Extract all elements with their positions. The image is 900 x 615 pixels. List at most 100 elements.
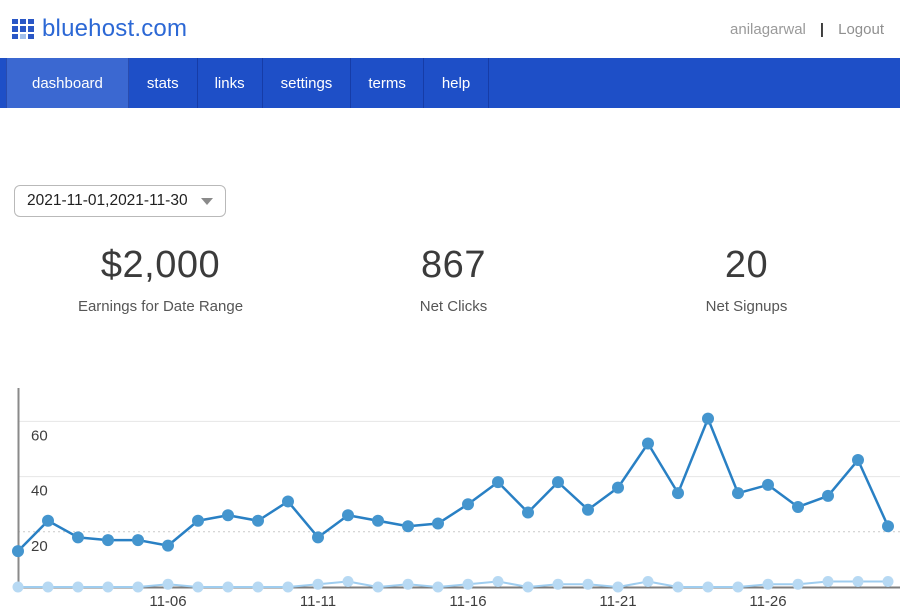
clicks-point[interactable]	[432, 517, 444, 530]
clicks-point[interactable]	[612, 481, 624, 494]
signups-point[interactable]	[162, 578, 174, 590]
clicks-point[interactable]	[882, 520, 894, 533]
signups-point[interactable]	[342, 575, 354, 587]
tab-links[interactable]: links	[198, 58, 263, 108]
signups-point[interactable]	[432, 581, 444, 593]
net-signups-label: Net Signups	[705, 298, 788, 315]
tab-help[interactable]: help	[424, 58, 490, 108]
dashboard-content: 2021-11-01,2021-11-30 $2,000 Earnings fo…	[0, 108, 900, 315]
clicks-point[interactable]	[342, 509, 354, 522]
signups-point[interactable]	[222, 581, 234, 593]
username-label: anilagarwal	[730, 20, 806, 38]
net-clicks-value: 867	[421, 244, 486, 286]
stat-net-signups: 20 Net Signups	[600, 244, 893, 315]
signups-point[interactable]	[72, 581, 84, 593]
signups-point[interactable]	[462, 578, 474, 590]
clicks-point[interactable]	[762, 478, 774, 491]
header-divider: |	[819, 20, 825, 38]
signups-point[interactable]	[852, 575, 864, 587]
signups-point[interactable]	[492, 575, 504, 587]
signups-point[interactable]	[522, 581, 534, 593]
signups-point[interactable]	[282, 581, 294, 593]
tab-terms[interactable]: terms	[351, 58, 424, 108]
signups-point[interactable]	[372, 581, 384, 593]
signups-point[interactable]	[612, 581, 624, 593]
signups-point[interactable]	[552, 578, 564, 590]
main-nav: dashboard stats links settings terms hel…	[0, 58, 900, 108]
y-axis-label: 40	[31, 483, 48, 500]
signups-point[interactable]	[882, 575, 894, 587]
clicks-point[interactable]	[72, 531, 84, 544]
clicks-point[interactable]	[462, 498, 474, 511]
clicks-point[interactable]	[192, 514, 204, 527]
signups-point[interactable]	[822, 575, 834, 587]
signups-point[interactable]	[252, 581, 264, 593]
y-axis-label: 20	[31, 538, 48, 555]
signups-point[interactable]	[312, 578, 324, 590]
clicks-point[interactable]	[702, 412, 714, 425]
tab-stats[interactable]: stats	[129, 58, 198, 108]
clicks-point[interactable]	[102, 534, 114, 547]
signups-point[interactable]	[132, 581, 144, 593]
clicks-point[interactable]	[522, 506, 534, 519]
clicks-point[interactable]	[792, 500, 804, 513]
clicks-point[interactable]	[12, 545, 24, 558]
signups-point[interactable]	[702, 581, 714, 593]
chevron-down-icon	[201, 197, 213, 205]
clicks-point[interactable]	[372, 514, 384, 527]
signups-point[interactable]	[792, 578, 804, 590]
account-area: anilagarwal | Logout	[730, 21, 884, 38]
signups-point[interactable]	[192, 581, 204, 593]
clicks-point[interactable]	[252, 514, 264, 527]
signups-point[interactable]	[672, 581, 684, 593]
clicks-point[interactable]	[852, 454, 864, 467]
date-range-value: 2021-11-01,2021-11-30	[27, 192, 188, 209]
tab-dashboard[interactable]: dashboard	[6, 58, 129, 108]
clicks-point[interactable]	[402, 520, 414, 533]
stat-net-clicks: 867 Net Clicks	[307, 244, 600, 315]
clicks-point[interactable]	[162, 539, 174, 552]
x-axis-label: 11-26	[749, 593, 786, 610]
traffic-chart: 20 40 60 11-06 11-11 11-16 11-21 11-26	[12, 388, 900, 610]
signups-point[interactable]	[642, 575, 654, 587]
clicks-point[interactable]	[672, 487, 684, 500]
clicks-point[interactable]	[732, 487, 744, 500]
signups-point[interactable]	[12, 581, 24, 593]
earnings-label: Earnings for Date Range	[77, 298, 244, 315]
clicks-point[interactable]	[282, 495, 294, 508]
x-axis-label: 11-21	[599, 593, 636, 610]
stat-earnings: $2,000 Earnings for Date Range	[14, 244, 307, 315]
x-axis-label: 11-16	[449, 593, 486, 610]
clicks-point[interactable]	[492, 476, 504, 489]
signups-line	[17, 580, 889, 588]
clicks-point[interactable]	[132, 534, 144, 547]
date-range-select[interactable]: 2021-11-01,2021-11-30	[14, 185, 226, 217]
clicks-point[interactable]	[222, 509, 234, 522]
clicks-point[interactable]	[42, 514, 54, 527]
clicks-point[interactable]	[312, 531, 324, 544]
clicks-line	[16, 417, 890, 553]
signups-point[interactable]	[732, 581, 744, 593]
signups-point[interactable]	[102, 581, 114, 593]
tab-settings[interactable]: settings	[263, 58, 352, 108]
net-signups-value: 20	[724, 244, 769, 286]
header: bluehost.com anilagarwal | Logout	[0, 0, 900, 58]
signups-point[interactable]	[582, 578, 594, 590]
logout-link[interactable]: Logout	[838, 20, 884, 38]
net-clicks-label: Net Clicks	[419, 298, 488, 315]
signups-point[interactable]	[402, 578, 414, 590]
stats-row: $2,000 Earnings for Date Range 867 Net C…	[14, 244, 893, 315]
x-axis-label: 11-11	[300, 593, 336, 610]
signups-point[interactable]	[762, 578, 774, 590]
clicks-point[interactable]	[552, 476, 564, 489]
x-axis-label: 11-06	[149, 593, 186, 610]
grid-logo-icon	[12, 18, 34, 40]
y-axis-label: 60	[31, 427, 48, 444]
clicks-point[interactable]	[642, 437, 654, 450]
traffic-chart-container: 20 40 60 11-06 11-11 11-16 11-21 11-26	[0, 385, 900, 610]
earnings-value: $2,000	[100, 244, 221, 286]
bluehost-logo[interactable]: bluehost.com	[12, 15, 187, 43]
signups-point[interactable]	[42, 581, 54, 593]
clicks-point[interactable]	[582, 503, 594, 516]
clicks-point[interactable]	[822, 489, 834, 502]
